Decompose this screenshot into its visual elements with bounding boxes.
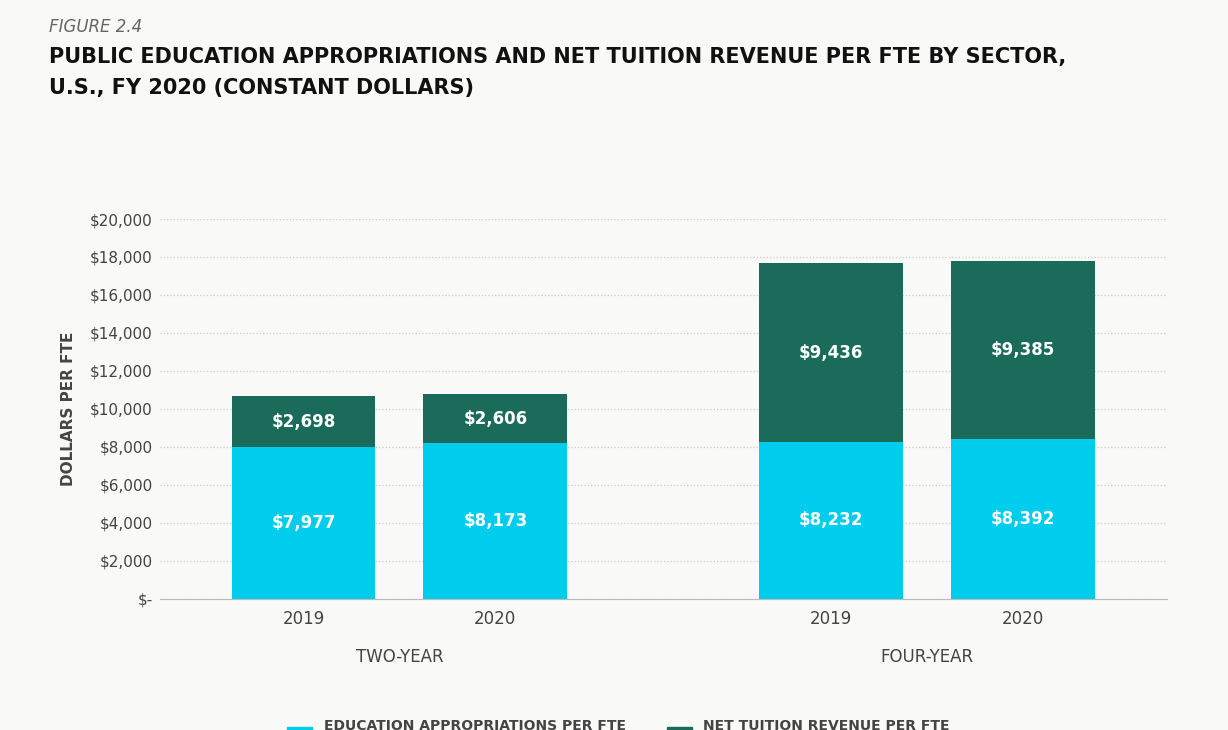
Text: $7,977: $7,977 [271, 514, 335, 532]
Text: $8,173: $8,173 [463, 512, 527, 530]
Legend: EDUCATION APPROPRIATIONS PER FTE
(CONSTANT $), NET TUITION REVENUE PER FTE
(CONS: EDUCATION APPROPRIATIONS PER FTE (CONSTA… [287, 720, 949, 730]
Text: $8,232: $8,232 [798, 512, 863, 529]
Text: U.S., FY 2020 (CONSTANT DOLLARS): U.S., FY 2020 (CONSTANT DOLLARS) [49, 78, 474, 98]
Bar [759, 442, 903, 599]
Bar [950, 439, 1094, 599]
Text: $9,385: $9,385 [991, 341, 1055, 359]
Text: TWO-YEAR: TWO-YEAR [356, 648, 443, 666]
Y-axis label: DOLLARS PER FTE: DOLLARS PER FTE [61, 331, 76, 486]
Text: $2,606: $2,606 [463, 410, 527, 428]
Text: FOUR-YEAR: FOUR-YEAR [880, 648, 974, 666]
Bar [424, 444, 567, 599]
Bar [759, 264, 903, 442]
Text: $8,392: $8,392 [991, 510, 1055, 528]
Text: FIGURE 2.4: FIGURE 2.4 [49, 18, 142, 36]
Bar [950, 261, 1094, 439]
Bar [232, 396, 376, 447]
Text: $2,698: $2,698 [271, 412, 335, 431]
Bar [424, 394, 567, 444]
Text: PUBLIC EDUCATION APPROPRIATIONS AND NET TUITION REVENUE PER FTE BY SECTOR,: PUBLIC EDUCATION APPROPRIATIONS AND NET … [49, 47, 1066, 67]
Bar [232, 447, 376, 599]
Text: $9,436: $9,436 [798, 344, 863, 362]
